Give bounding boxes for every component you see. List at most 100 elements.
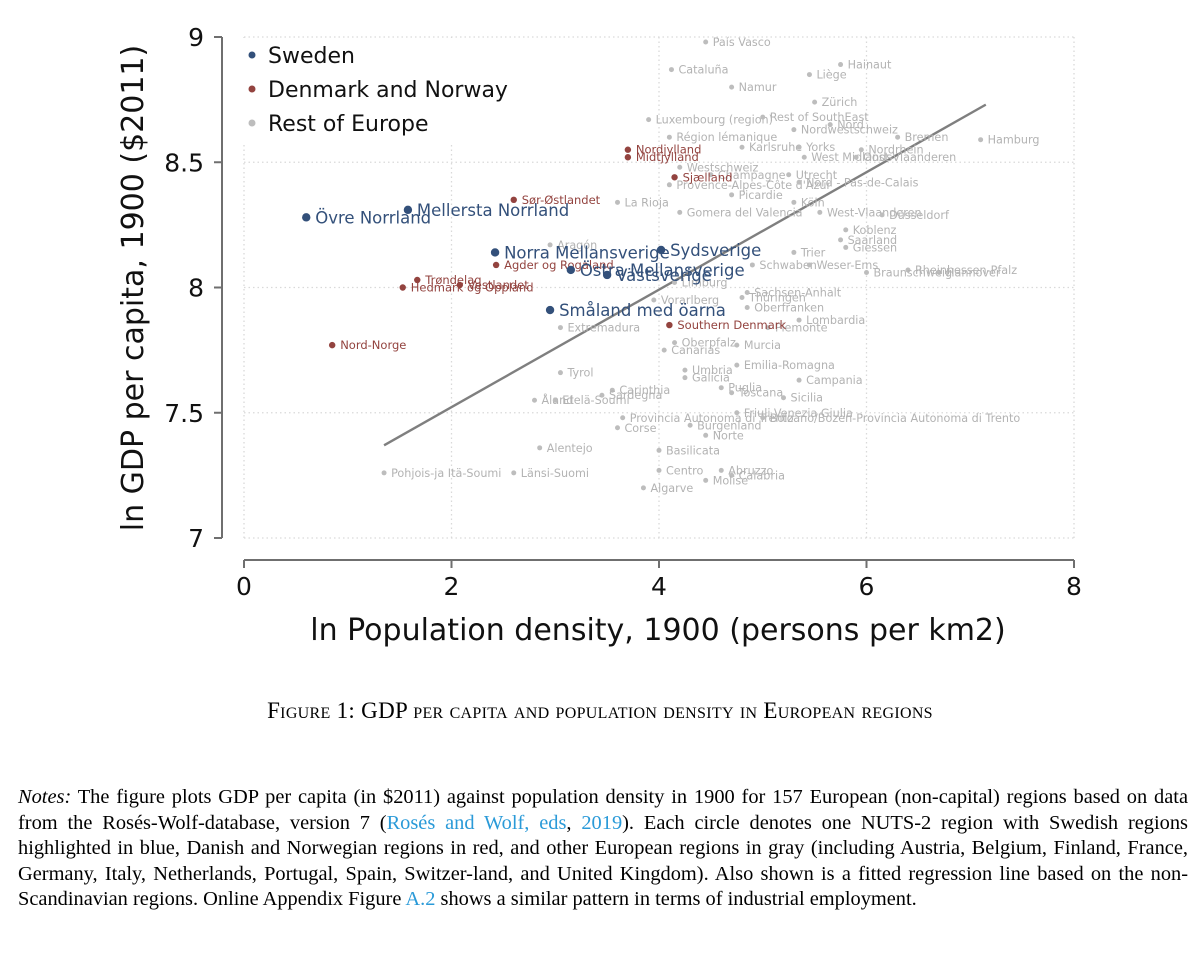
point-label: Hamburg — [988, 134, 1040, 147]
data-point — [853, 154, 859, 160]
data-point — [827, 122, 833, 128]
point-label: Nord - Pas-de-Calais — [806, 176, 919, 189]
data-point — [656, 245, 666, 255]
data-point — [381, 470, 387, 476]
point-label: Centro — [666, 464, 704, 477]
point-label: Bolzano/Bozen-Provincia Autonoma di Tren… — [770, 412, 1021, 425]
notes-text-3: shows a similar pattern in terms of indu… — [435, 888, 917, 910]
y-tick-label: 8 — [188, 274, 204, 303]
data-point — [895, 134, 901, 140]
y-axis-label: ln GDP per capita, 1900 ($2011) — [116, 45, 151, 531]
data-point — [796, 144, 802, 150]
point-label: Nord — [837, 119, 864, 132]
point-label: Provincia Autonoma di Trento — [630, 412, 794, 425]
point-label: Galicia — [692, 372, 730, 385]
point-label: Namur — [739, 81, 777, 94]
citation-link-2019[interactable]: 2019 — [581, 811, 623, 834]
x-axis-label: ln Population density, 1900 (persons per… — [310, 613, 1005, 648]
notes-text-2: ). Each circle denotes one NUTS-2 region… — [18, 811, 1188, 911]
point-label: Canarias — [671, 344, 720, 357]
data-point — [677, 209, 683, 215]
notes-text-1: The figure plots GDP per capita (in $201… — [18, 786, 1188, 834]
data-point — [781, 395, 786, 401]
point-label: Molise — [713, 474, 749, 487]
point-label: Weser-Ems — [816, 259, 878, 272]
point-label: Sør-Østlandet — [522, 193, 601, 207]
point-label: Abruzzo — [728, 464, 773, 477]
point-label: Toscana — [738, 387, 784, 400]
legend: Sweden Denmark and Norway Rest of Europe — [240, 38, 530, 142]
data-point — [545, 305, 555, 315]
data-point — [414, 276, 421, 284]
point-label: Picardie — [739, 189, 783, 202]
legend-label: Sweden — [268, 44, 355, 69]
data-point — [672, 279, 678, 285]
point-label: Limburg — [682, 276, 728, 289]
data-point — [796, 179, 802, 185]
point-label: La Rioja — [625, 196, 669, 209]
point-label: Piemonte — [775, 322, 828, 335]
citation-link-roses-wolf[interactable]: Rosés and Wolf, eds — [386, 811, 567, 834]
data-point — [796, 377, 802, 383]
point-label: Västsverige — [616, 266, 712, 285]
point-label: Norra Mellansverige — [504, 243, 670, 262]
data-point — [708, 172, 714, 178]
point-label: Aragón — [557, 239, 597, 252]
data-point — [511, 470, 517, 476]
point-label: Luxembourg (region) — [656, 114, 773, 127]
point-label: Saarland — [848, 234, 898, 247]
caption-title: GDP per capita and population density in… — [361, 698, 933, 723]
data-point — [791, 249, 797, 255]
legend-box — [240, 38, 530, 142]
data-point — [552, 397, 558, 403]
data-point — [328, 341, 336, 349]
point-label: Zürich — [822, 96, 858, 109]
data-point — [609, 387, 615, 393]
data-point — [703, 39, 709, 45]
fit-line — [383, 103, 987, 447]
notes-lead: Notes: — [18, 786, 72, 808]
point-label: Nordjylland — [636, 143, 702, 157]
point-label: Emilia-Romagna — [744, 359, 835, 372]
x-tick-label: 8 — [1066, 572, 1082, 601]
point-label: Campania — [806, 374, 863, 387]
point-label: Düsseldorf — [889, 209, 950, 222]
notes-separator: , — [566, 811, 582, 834]
point-label: Etelä-Soumi — [562, 394, 629, 407]
appendix-figure-link[interactable]: A.2 — [405, 888, 436, 910]
point-label: Région lémanique — [676, 131, 777, 144]
data-point — [786, 172, 792, 178]
data-point — [682, 375, 688, 381]
data-point — [687, 422, 693, 428]
point-label: Nordwestschweiz — [801, 124, 898, 137]
data-point — [801, 154, 807, 160]
point-label: Oberpfalz — [682, 337, 736, 350]
data-point — [615, 425, 620, 431]
x-tick-label: 4 — [651, 572, 667, 601]
data-point — [399, 284, 406, 291]
point-label: Tyrol — [566, 367, 593, 380]
data-point — [791, 127, 797, 133]
data-point — [671, 174, 678, 181]
point-label: Vestlandet — [468, 278, 529, 292]
data-point — [672, 340, 678, 346]
scatter-chart: 7 7.5 8 8.5 9 0 2 4 6 8 País Vasco Hainaut Cataluña… — [116, 23, 1082, 648]
point-label: Gomera del Valencia — [687, 206, 803, 219]
data-point — [838, 62, 844, 68]
data-point — [843, 227, 849, 233]
point-label: Pohjois-ja Itä-Soumi — [391, 467, 501, 480]
data-point — [879, 212, 885, 218]
data-point — [817, 209, 823, 215]
data-point — [615, 199, 620, 205]
data-point — [682, 367, 688, 373]
data-point — [624, 154, 632, 161]
point-label: Oost-Vlaanderen — [863, 151, 956, 164]
data-point — [838, 237, 844, 243]
data-point — [557, 370, 563, 376]
point-label: Midtjylland — [636, 150, 699, 164]
data-point — [666, 182, 672, 188]
point-label: Sicilia — [791, 392, 824, 405]
point-label: Corse — [625, 422, 657, 435]
point-label: Småland med öarna — [559, 301, 726, 320]
point-label: Schwaben — [759, 259, 816, 272]
